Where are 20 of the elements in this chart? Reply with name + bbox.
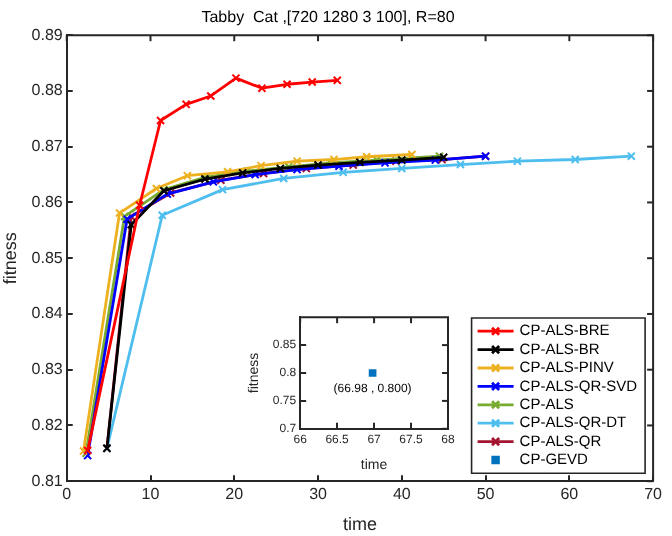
x-tick-label: 0 bbox=[62, 485, 73, 504]
y-tick-label: 0.88 bbox=[31, 81, 64, 100]
chart-title: Tabby Cat ,[720 1280 3 100], R=80 bbox=[201, 8, 456, 27]
y-tick-label: 0.85 bbox=[31, 248, 64, 267]
x-tick-label: 60 bbox=[560, 485, 580, 504]
y-axis-title: fitness bbox=[0, 231, 20, 285]
x-tick-label: 10 bbox=[141, 485, 161, 504]
y-tick-label: 0.87 bbox=[31, 137, 64, 156]
y-tick-label: 0.81 bbox=[31, 471, 64, 490]
y-tick-label: 0.86 bbox=[31, 192, 64, 211]
x-tick-label: 20 bbox=[225, 485, 245, 504]
y-tick-label: 0.84 bbox=[31, 304, 64, 323]
x-tick-label: 50 bbox=[476, 485, 496, 504]
x-tick-label: 40 bbox=[392, 485, 412, 504]
x-axis-title: time bbox=[342, 514, 377, 535]
y-tick-label: 0.89 bbox=[31, 25, 64, 44]
y-tick-label: 0.82 bbox=[31, 415, 64, 434]
x-tick-label: 70 bbox=[644, 485, 664, 504]
x-tick-label: 30 bbox=[309, 485, 329, 504]
y-tick-label: 0.83 bbox=[31, 360, 64, 379]
